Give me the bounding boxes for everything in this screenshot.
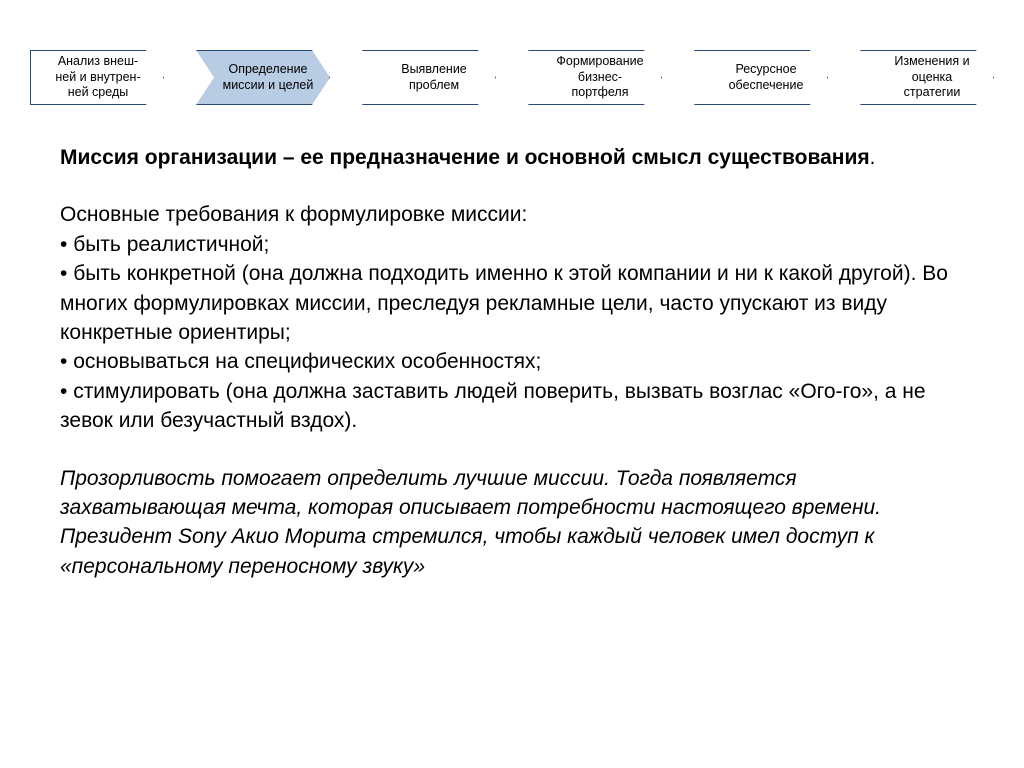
bullet-item: быть конкретной (она должна подходить им… [60, 259, 964, 347]
flow-step-label: Анализ внеш-ней и внутрен-ней среды [55, 54, 140, 101]
flow-step-3: Выявлениепроблем [362, 50, 496, 105]
flow-step-1: Анализ внеш-ней и внутрен-ней среды [30, 50, 164, 105]
flow-step-label: Определениемиссии и целей [223, 62, 314, 93]
italic-paragraph: Прозорливость помогает определить лучшие… [60, 464, 964, 582]
flow-step-label: Выявлениепроблем [401, 62, 467, 93]
process-flow: Анализ внеш-ней и внутрен-ней среды Опре… [0, 0, 1024, 105]
slide-body: Миссия организации – ее предназначение и… [0, 105, 1024, 581]
flow-step-4: Формированиебизнес-портфеля [528, 50, 662, 105]
bullet-item: основываться на специфических особенност… [60, 347, 964, 376]
flow-step-label: Ресурсноеобеспечение [729, 62, 804, 93]
bullet-list: быть реалистичной; быть конкретной (она … [60, 230, 964, 436]
flow-step-6: Изменения иоценкастратегии [860, 50, 994, 105]
bullet-item: быть реалистичной; [60, 230, 964, 259]
flow-step-label: Формированиебизнес-портфеля [556, 54, 643, 101]
lead-paragraph: Миссия организации – ее предназначение и… [60, 143, 964, 172]
flow-step-5: Ресурсноеобеспечение [694, 50, 828, 105]
flow-step-2: Определениемиссии и целей [196, 50, 330, 105]
lead-tail: . [870, 146, 876, 169]
requirements-block: Основные требования к формулировке мисси… [60, 200, 964, 435]
bullet-item: стимулировать (она должна заставить люде… [60, 377, 964, 436]
lead-bold: Миссия организации – ее предназначение и… [60, 146, 870, 169]
requirements-intro: Основные требования к формулировке мисси… [60, 200, 964, 229]
flow-step-label: Изменения иоценкастратегии [894, 54, 969, 101]
